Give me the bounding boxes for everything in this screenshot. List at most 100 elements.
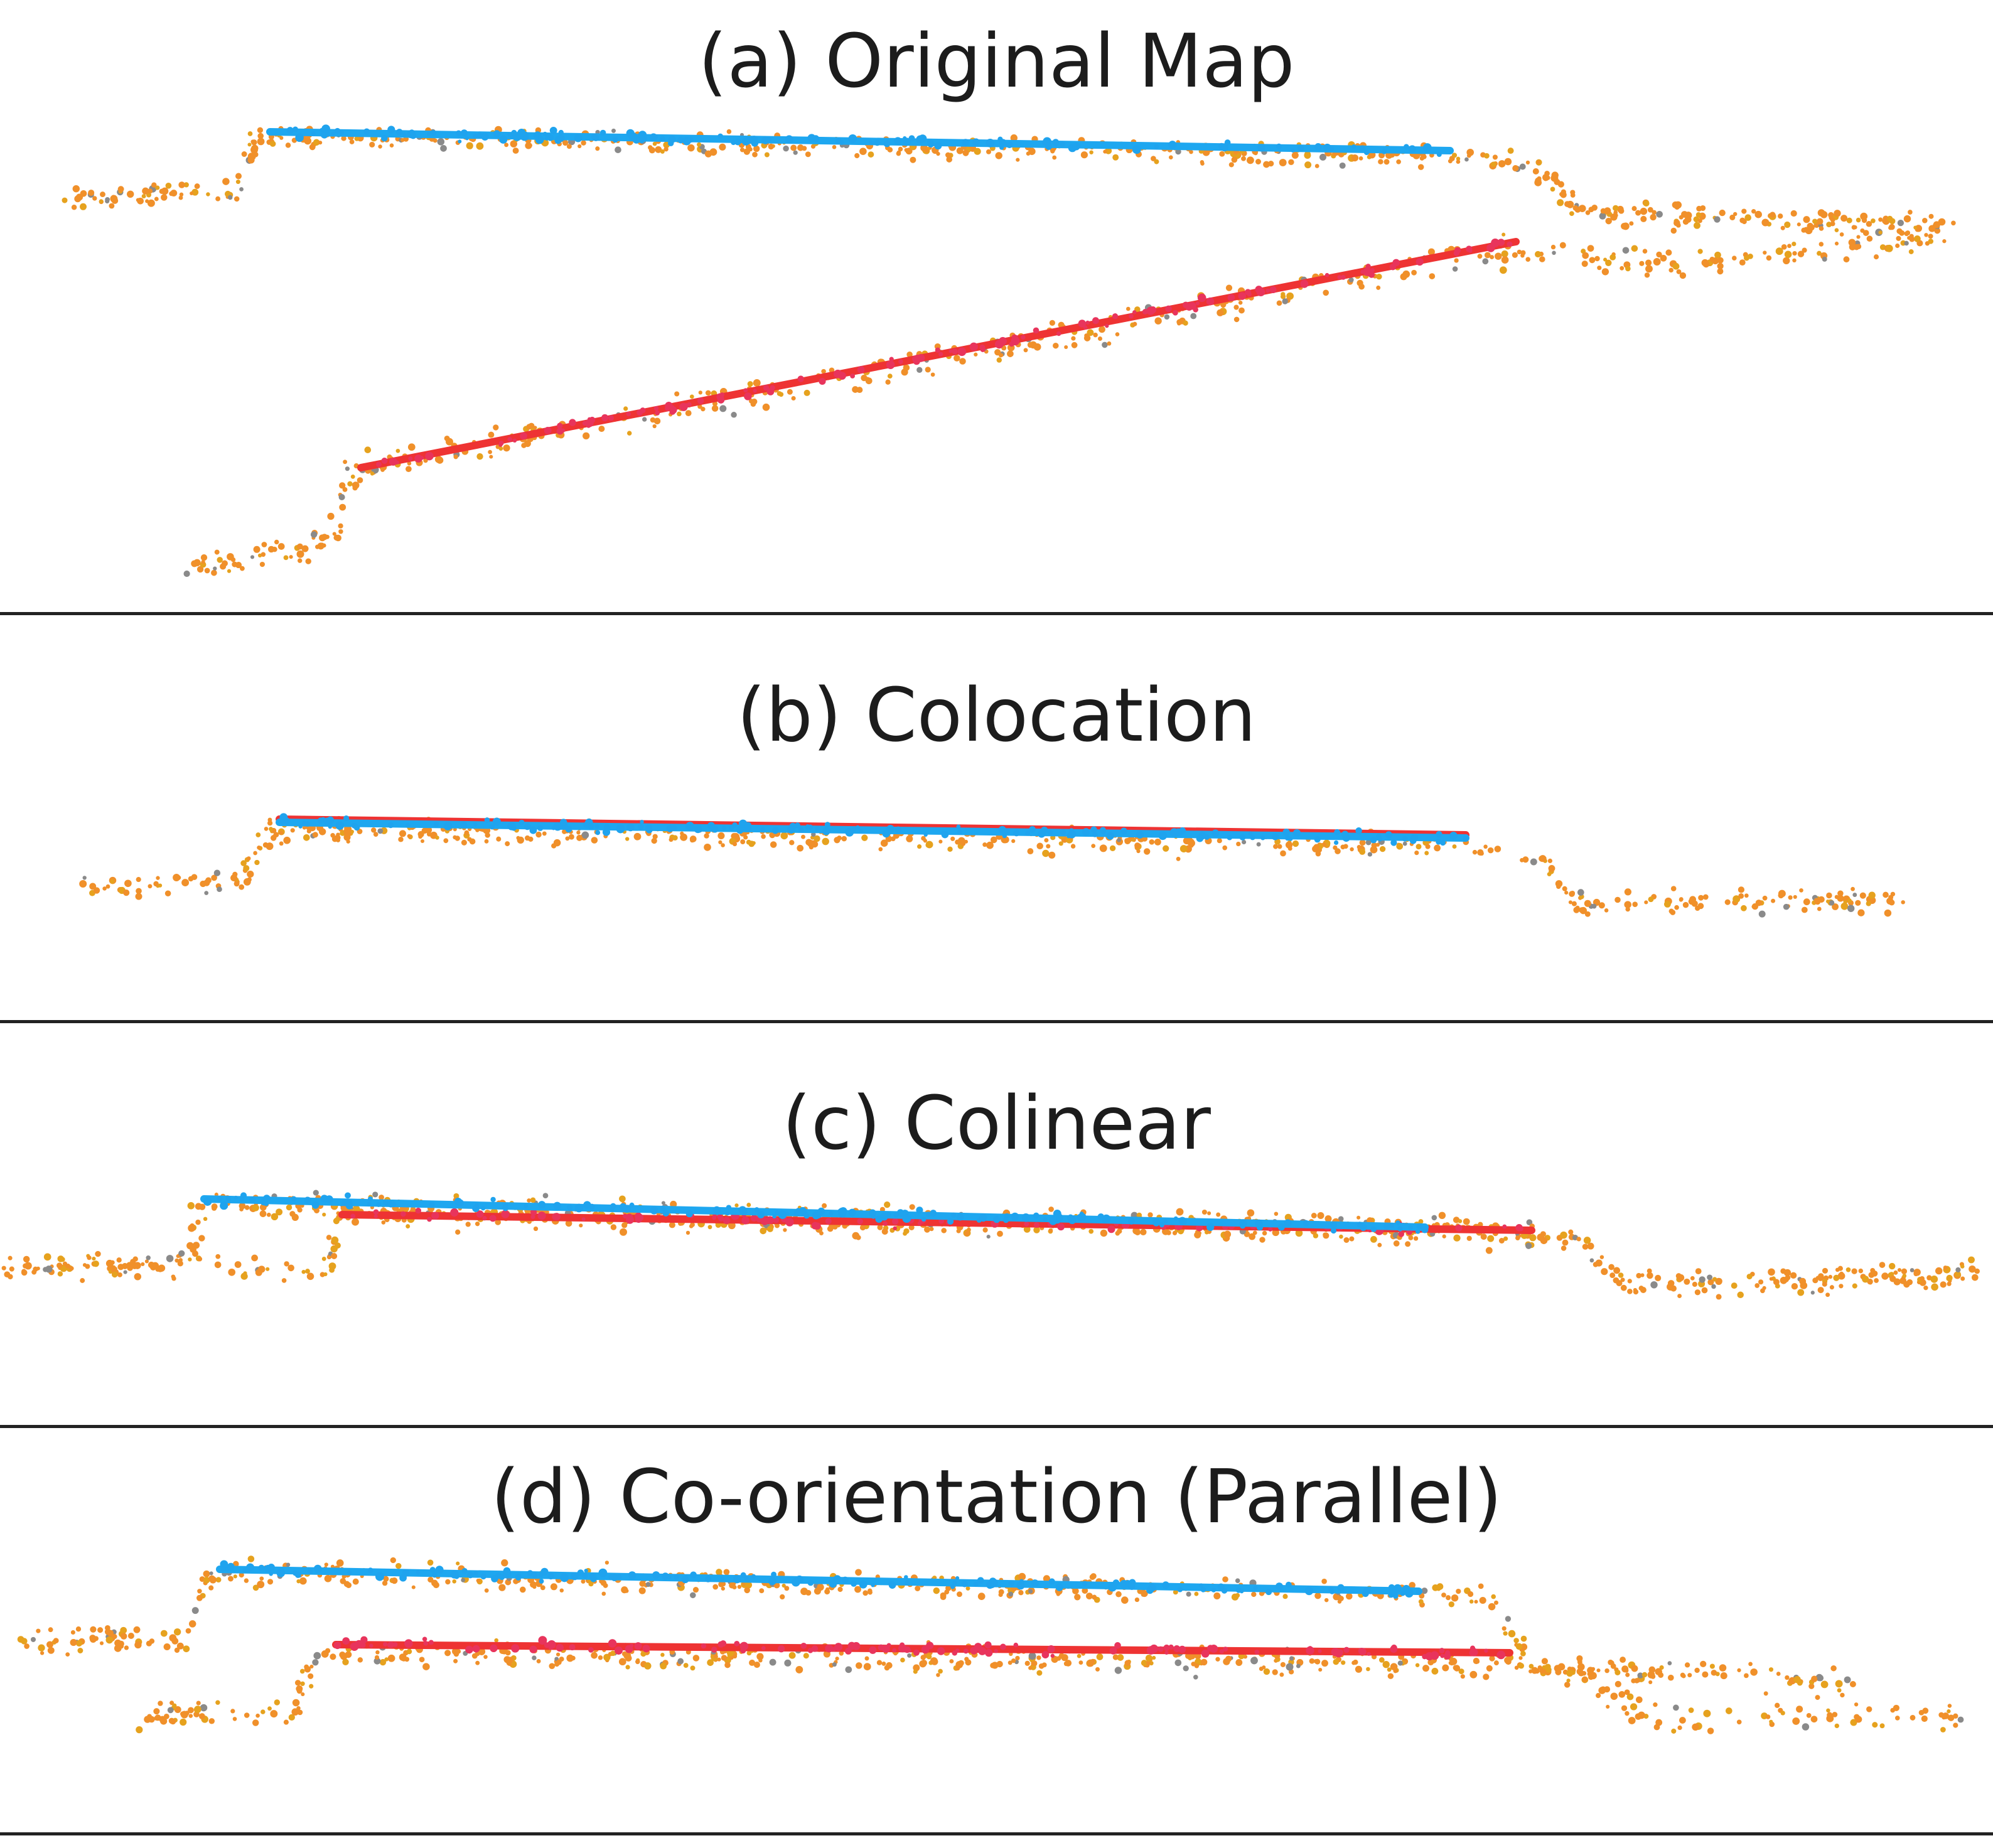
map-point [1421, 1587, 1428, 1594]
map-point [705, 390, 711, 396]
trajectory-a-point [736, 826, 744, 834]
map-point [598, 1655, 603, 1660]
map-point [1503, 1631, 1508, 1636]
trajectory-a-point [524, 1204, 529, 1208]
map-point [314, 1208, 320, 1213]
trajectory-a-point [684, 138, 691, 145]
trajectory-b-point [408, 456, 413, 461]
map-point [1507, 148, 1514, 154]
map-point [1436, 1583, 1444, 1590]
map-point [1729, 214, 1736, 220]
map-point [1340, 844, 1346, 850]
map-point [104, 1625, 110, 1631]
map-point [719, 405, 727, 412]
trajectory-a-point [1013, 830, 1020, 837]
map-point [1576, 1655, 1583, 1662]
map-point [677, 1658, 684, 1665]
map-point [1466, 153, 1471, 158]
map-point [1238, 307, 1245, 314]
trajectory-a-point [345, 1202, 353, 1210]
map-point [1597, 266, 1602, 271]
map-point [1134, 842, 1141, 849]
map-point [1790, 210, 1797, 217]
trajectory-b-point [883, 1221, 888, 1227]
map-point [852, 1232, 860, 1240]
trajectory-b-point [889, 357, 894, 362]
map-point [1620, 266, 1625, 271]
trajectory-a-point [1356, 830, 1362, 835]
map-point [1512, 252, 1518, 258]
map-point [36, 1628, 41, 1633]
map-point [1408, 1235, 1414, 1240]
trajectory-a-point [1284, 1219, 1292, 1227]
map-point [1235, 1593, 1240, 1598]
trajectory-a-point [768, 1577, 776, 1586]
map-point [1763, 1691, 1768, 1696]
map-point [99, 1641, 104, 1645]
map-point [721, 1586, 725, 1591]
map-point [1647, 1268, 1652, 1274]
map-point [191, 1250, 199, 1257]
map-point [1899, 230, 1905, 236]
trajectory-b-point [1425, 1652, 1434, 1661]
map-point [1650, 1673, 1656, 1679]
trajectory-b-point [653, 406, 659, 411]
map-point [338, 523, 343, 529]
map-point [938, 1668, 943, 1674]
map-point [1279, 159, 1287, 166]
map-point [1935, 1267, 1943, 1275]
map-point [717, 1657, 721, 1662]
trajectory-a-point [560, 1573, 569, 1582]
map-point [1862, 230, 1869, 236]
map-point [432, 1582, 439, 1589]
map-point [1793, 1675, 1801, 1684]
map-point [1144, 848, 1151, 855]
map-point [526, 424, 532, 430]
map-point [623, 406, 628, 411]
map-point [452, 1647, 459, 1655]
map-point [1624, 888, 1632, 896]
trajectory-b-point [587, 417, 592, 422]
map-point [110, 1260, 115, 1265]
trajectory-a-point [999, 145, 1004, 150]
trajectory-a-point [395, 129, 403, 136]
trajectory-a-point [1200, 1586, 1206, 1593]
map-point [1694, 1667, 1700, 1673]
trajectory-a-point [430, 130, 437, 136]
map-point [235, 180, 240, 185]
map-point [660, 149, 665, 154]
trajectory-b-point [892, 1648, 897, 1653]
map-point [1797, 1289, 1805, 1296]
map-point [1679, 272, 1687, 279]
map-point [301, 545, 309, 552]
map-point [323, 1272, 328, 1277]
map-point [24, 1262, 32, 1270]
map-point [1591, 903, 1597, 909]
map-point [1576, 1237, 1581, 1242]
map-point [453, 1193, 459, 1199]
map-point [1379, 846, 1386, 852]
map-point [309, 144, 316, 151]
map-point [1677, 1294, 1682, 1299]
map-point [787, 389, 793, 395]
map-point [1061, 1653, 1068, 1662]
map-point [1317, 1212, 1324, 1219]
map-point [744, 1587, 751, 1594]
map-point [1, 1265, 6, 1270]
map-point [186, 1242, 194, 1250]
map-point [1613, 210, 1618, 215]
map-point [868, 1589, 873, 1595]
map-point [1591, 205, 1598, 211]
map-point [623, 1652, 631, 1660]
map-point [1174, 1659, 1182, 1667]
map-point [949, 1659, 954, 1663]
map-point [1145, 1655, 1152, 1662]
map-point [1552, 250, 1556, 255]
map-point [334, 834, 341, 841]
map-point [279, 830, 284, 835]
trajectory-a-point [717, 133, 723, 139]
map-point [1830, 217, 1835, 223]
map-point [97, 1627, 104, 1633]
map-point [1805, 227, 1813, 235]
map-point [80, 190, 87, 197]
